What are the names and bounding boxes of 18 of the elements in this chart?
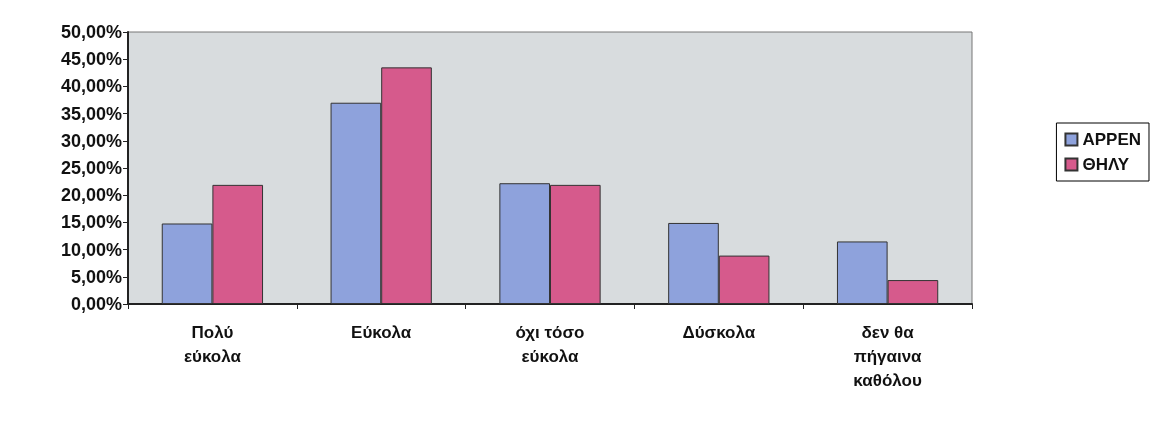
y-tick-label: 5,00% [70,266,122,287]
y-tick-label: 20,00% [60,185,122,206]
x-tick-label: Δύσκολα [682,322,756,342]
x-tick-label: Πολύ εύκολα [183,322,242,366]
y-tick-label: 50,00% [60,22,122,42]
y-tick-label: 30,00% [60,130,122,151]
y-tick-label: 10,00% [60,239,122,260]
y-tick-label: 35,00% [60,103,122,124]
y-tick-label: 40,00% [60,76,122,97]
legend-label: ΑΡΡΕΝ [1082,130,1142,149]
x-tick-label: όχι τόσο εύκολα [515,322,585,366]
x-tick-label: Εύκολα [351,322,412,342]
y-tick-label: 15,00% [60,212,122,233]
legend-label: ΘΗΛΥ [1082,155,1130,174]
y-tick-label: 0,00% [70,294,122,314]
y-tick-label: 25,00% [60,158,122,178]
y-tick-label: 45,00% [60,49,122,70]
x-tick-label: δεν θα πήγαινα καθόλου [853,322,923,390]
